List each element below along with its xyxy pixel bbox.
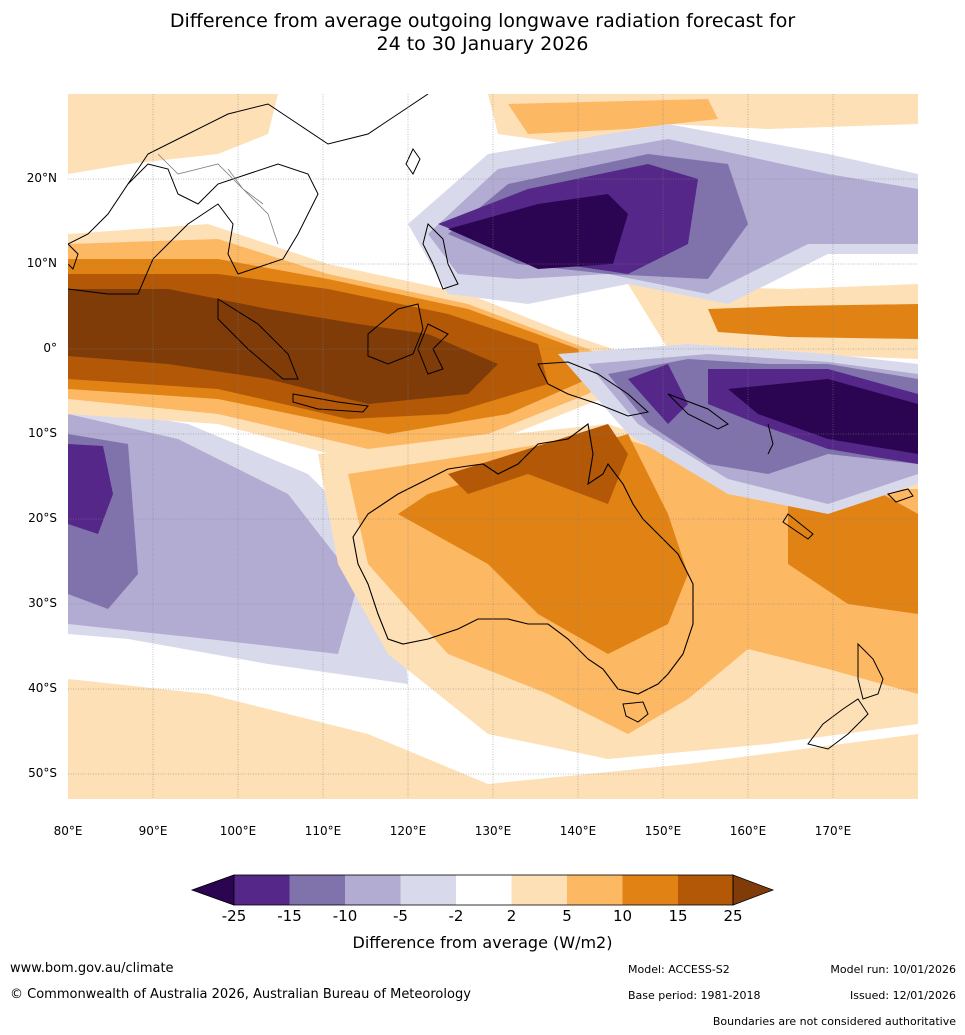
lat-label-20n: 20°N <box>26 171 57 185</box>
map-canvas <box>68 94 918 799</box>
colour-bar-tick: 5 <box>562 907 572 925</box>
colour-bar-segment-1 <box>234 875 290 905</box>
lon-label-140e: 140°E <box>559 824 597 838</box>
copyright-notice: © Commonwealth of Australia 2026, Austra… <box>10 987 471 1002</box>
anomaly-region-dark-purple-sw-pacific <box>628 364 688 424</box>
coastline-asia-north <box>127 94 429 185</box>
colour-bar-extend-high <box>732 874 775 906</box>
lon-label-90e: 90°E <box>138 824 168 838</box>
graticule <box>68 94 918 799</box>
anomaly-region-light-orange-north <box>68 94 278 174</box>
anomaly-region-orange-nw-pacific <box>508 99 718 134</box>
model-name: Model: ACCESS-S2 <box>628 963 730 976</box>
colour-bar-tick: -2 <box>448 907 464 925</box>
anomaly-region-darkest-purple-sw-pacific <box>728 379 918 454</box>
anomaly-region-darkest-purple-nw-pacific <box>448 194 628 269</box>
colour-bar-extend-low <box>190 874 235 906</box>
coastline-asia-mainland <box>68 163 319 295</box>
map-title: Difference from average outgoing longwav… <box>0 10 965 56</box>
colour-bar-segment-4 <box>400 875 456 905</box>
lat-label-30s: 30°S <box>28 596 57 610</box>
coastline-new-zealand-north <box>857 642 884 700</box>
coastline-borneo <box>367 303 424 365</box>
issued-date: Issued: 12/01/2026 <box>849 989 956 1002</box>
coastline-solomon-islands <box>667 393 729 430</box>
model-run-date: Model run: 10/01/2026 <box>830 963 956 976</box>
coastline-tasmania <box>622 701 649 723</box>
lat-label-50s: 50°S <box>28 766 57 780</box>
colour-bar-tick: 25 <box>723 907 743 925</box>
anomaly-region-dark-brown-equator <box>68 289 498 404</box>
lon-label-150e: 150°E <box>644 824 682 838</box>
colour-bar-tick: -5 <box>393 907 408 925</box>
lon-label-170e: 170°E <box>814 824 852 838</box>
colour-bar-segment-8 <box>622 875 678 905</box>
lon-label-120e: 120°E <box>389 824 427 838</box>
coastline-new-caledonia <box>782 513 814 540</box>
colour-bar <box>190 873 775 911</box>
colour-bar-tick: -15 <box>277 907 302 925</box>
coastline-java <box>292 393 369 413</box>
colour-bar-segment-3 <box>345 875 401 905</box>
anomaly-region-dark-purple-indian <box>68 444 113 534</box>
anomaly-region-orange-coral-sea <box>788 486 918 614</box>
lon-label-130e: 130°E <box>474 824 512 838</box>
lat-label-10s: 10°S <box>28 426 57 440</box>
lon-label-80e: 80°E <box>53 824 83 838</box>
coastline-sumatra <box>217 298 299 380</box>
coastline-taiwan <box>405 148 421 175</box>
coastline-philippines <box>422 223 459 290</box>
lon-label-100e: 100°E <box>219 824 257 838</box>
colour-bar-tick: -25 <box>221 907 247 925</box>
website-link[interactable]: www.bom.gov.au/climate <box>10 961 174 976</box>
title-line-2: 24 to 30 January 2026 <box>376 33 589 55</box>
boundaries-disclaimer: Boundaries are not considered authoritat… <box>712 1015 956 1028</box>
title-line-1: Difference from average outgoing longwav… <box>169 10 796 32</box>
base-period: Base period: 1981-2018 <box>628 989 761 1002</box>
coastline-sri-lanka <box>68 243 79 270</box>
forecast-map <box>68 94 918 799</box>
anomaly-region-mid-purple-indian <box>68 414 358 654</box>
lat-label-20s: 20°S <box>28 511 57 525</box>
coastline-fiji <box>887 488 914 503</box>
lat-label-10n: 10°N <box>26 256 57 270</box>
lon-label-110e: 110°E <box>304 824 342 838</box>
colour-bar-segment-2 <box>289 875 345 905</box>
coastline-new-guinea <box>537 361 650 417</box>
lat-label-40s: 40°S <box>28 681 57 695</box>
anomaly-region-dark-orange-east-pacific <box>708 304 918 339</box>
colour-bar-tick: 15 <box>668 907 688 925</box>
colour-bar-segment-6 <box>511 875 567 905</box>
coastline-new-zealand-south <box>807 698 869 750</box>
colour-bar-segment-5 <box>456 875 512 905</box>
coastline-australia <box>352 423 694 695</box>
anomaly-region-light-orange-south <box>68 679 918 799</box>
colour-bar-label: Difference from average (W/m2) <box>352 933 613 952</box>
colour-bar-tick: -10 <box>332 907 358 925</box>
colour-bar-segment-7 <box>567 875 623 905</box>
colour-bar-segment-9 <box>678 875 733 905</box>
coastline-vanuatu <box>767 423 774 455</box>
lat-label-0: 0° <box>43 341 57 355</box>
colour-bar-tick: 2 <box>506 907 517 925</box>
lon-label-160e: 160°E <box>729 824 767 838</box>
colour-bar-tick: 10 <box>612 907 633 925</box>
